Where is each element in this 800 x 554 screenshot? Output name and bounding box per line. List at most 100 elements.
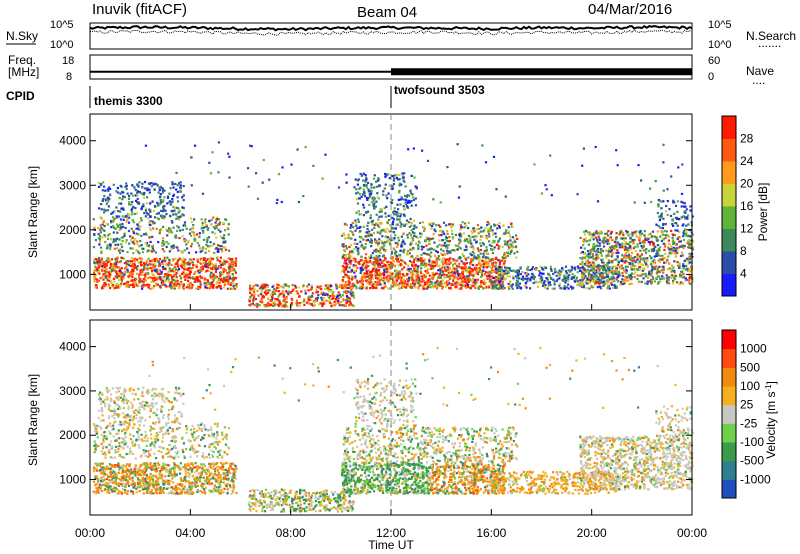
heatmap-cell xyxy=(136,197,139,201)
heatmap-cell xyxy=(133,257,137,260)
heatmap-cell xyxy=(461,273,464,276)
heatmap-cell xyxy=(584,237,588,240)
heatmap-cell xyxy=(161,244,164,247)
heatmap-cell xyxy=(285,297,288,300)
heatmap-cell xyxy=(597,267,600,270)
heatmap-cell xyxy=(185,286,188,289)
heatmap-cell xyxy=(388,277,391,280)
heatmap-cell xyxy=(184,273,188,276)
heatmap-cell xyxy=(386,197,389,200)
heatmap-cell xyxy=(662,233,665,236)
heatmap-cell xyxy=(347,270,350,273)
heatmap-cell xyxy=(180,280,183,284)
heatmap-cell xyxy=(223,262,226,265)
heatmap-cell xyxy=(435,281,438,284)
heatmap-cell xyxy=(210,218,213,221)
heatmap-cell xyxy=(179,190,182,193)
heatmap-cell xyxy=(249,291,252,294)
heatmap-cell xyxy=(444,258,447,261)
heatmap-cell xyxy=(623,278,626,282)
heatmap-cell xyxy=(227,249,231,252)
heatmap-cell xyxy=(552,272,555,275)
heatmap-cell xyxy=(345,280,349,283)
heatmap-cell xyxy=(576,271,579,274)
heatmap-cell xyxy=(142,233,146,236)
heatmap-cell xyxy=(166,195,170,198)
heatmap-cell xyxy=(221,273,225,276)
heatmap-cell xyxy=(102,197,105,201)
heatmap-cell xyxy=(594,282,597,285)
heatmap-cell xyxy=(462,270,465,273)
heatmap-cell xyxy=(353,269,356,272)
heatmap-cell xyxy=(107,234,110,237)
heatmap-cell xyxy=(590,265,593,268)
heatmap-cell xyxy=(157,272,160,275)
heatmap-cell xyxy=(365,176,368,179)
heatmap-cell xyxy=(606,269,609,272)
heatmap-cell xyxy=(133,260,136,263)
heatmap-cell xyxy=(176,216,179,219)
heatmap-cell xyxy=(372,232,375,235)
heatmap-cell xyxy=(119,260,122,263)
heatmap-cell xyxy=(207,250,210,253)
heatmap-cell xyxy=(562,267,565,270)
heatmap-cell xyxy=(167,271,170,274)
heatmap-cell xyxy=(606,287,609,290)
heatmap-cell xyxy=(222,239,225,242)
heatmap-cell xyxy=(603,276,606,279)
heatmap-cell xyxy=(230,281,233,285)
heatmap-cell xyxy=(630,251,633,255)
heatmap-cell xyxy=(217,244,220,247)
heatmap-cell xyxy=(168,192,171,195)
heatmap-cell xyxy=(664,234,667,237)
heatmap-cell xyxy=(425,262,428,265)
heatmap-cell xyxy=(502,273,505,276)
heatmap-cell xyxy=(462,266,465,269)
heatmap-cell xyxy=(396,243,400,246)
heatmap-cell xyxy=(177,208,181,211)
heatmap-cell xyxy=(144,275,147,279)
heatmap-cell xyxy=(467,285,470,288)
heatmap-cell xyxy=(344,245,348,248)
heatmap-cell xyxy=(121,198,124,201)
heatmap-cell xyxy=(643,259,646,262)
heatmap-cell xyxy=(415,278,418,281)
heatmap-cell xyxy=(118,228,121,232)
heatmap-cell xyxy=(597,235,600,238)
heatmap-cell xyxy=(188,284,191,287)
heatmap-cell xyxy=(491,269,494,272)
heatmap-cell xyxy=(650,261,653,264)
heatmap-cell xyxy=(374,281,377,284)
heatmap-cell xyxy=(149,240,152,244)
heatmap-cell xyxy=(463,275,466,278)
heatmap-cell xyxy=(145,233,148,236)
heatmap-cell xyxy=(376,280,380,283)
heatmap-cell xyxy=(223,278,226,281)
heatmap-cell xyxy=(112,219,115,222)
heatmap-cell xyxy=(129,283,132,287)
heatmap-cell xyxy=(430,263,433,266)
heatmap-cell xyxy=(576,283,579,286)
heatmap-cell xyxy=(273,290,276,293)
heatmap-cell xyxy=(407,221,411,224)
heatmap-cell xyxy=(593,280,596,283)
heatmap-cell xyxy=(365,184,368,187)
heatmap-cell xyxy=(448,278,451,281)
heatmap-cell xyxy=(402,273,405,276)
heatmap-cell xyxy=(519,273,522,276)
heatmap-cell xyxy=(148,235,151,239)
heatmap-cell xyxy=(119,210,122,213)
heatmap-cell xyxy=(349,250,352,253)
heatmap-cell xyxy=(383,228,386,231)
frequency-panel: Freq. [MHz] 18 8 60 0 Nave .... xyxy=(8,53,774,87)
heatmap-cell xyxy=(465,286,468,289)
heatmap-cell xyxy=(624,245,627,248)
heatmap-cell xyxy=(639,255,642,258)
heatmap-cell xyxy=(452,280,455,284)
heatmap-cell xyxy=(364,174,367,177)
heatmap-cell xyxy=(96,266,99,269)
heatmap-cell xyxy=(543,286,546,289)
heatmap-cell xyxy=(662,231,665,234)
heatmap-cell xyxy=(185,268,188,271)
heatmap-cell xyxy=(491,284,494,287)
